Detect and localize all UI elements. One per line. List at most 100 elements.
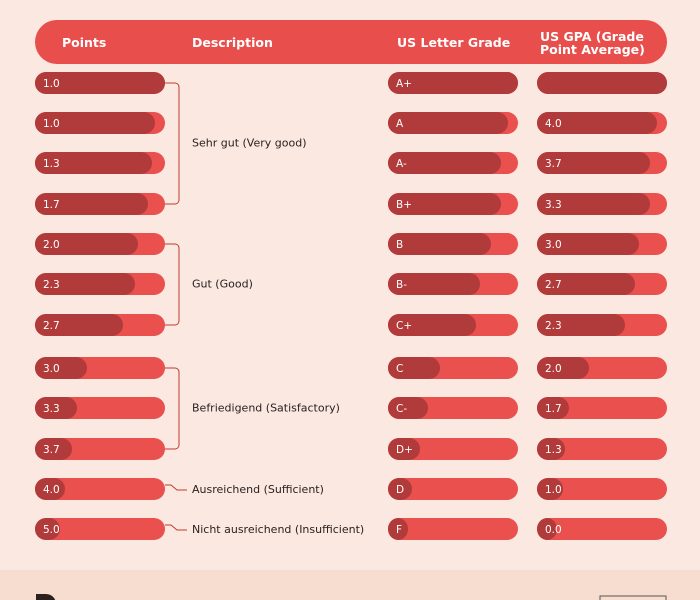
grade-bar-fill	[35, 314, 123, 336]
grade-bar-fill	[388, 314, 476, 336]
grade-bar-fill	[35, 273, 135, 295]
header-bar	[35, 20, 667, 64]
header-description: Description	[192, 35, 273, 50]
grade-value: A+	[396, 78, 412, 90]
grade-value: 5.0	[43, 524, 60, 536]
grade-value: 4.0	[545, 118, 562, 130]
grade-value: 0.0	[545, 524, 562, 536]
connector	[165, 524, 187, 531]
grade-bar-fill	[35, 397, 77, 419]
grade-bar-fill	[35, 112, 155, 134]
grade-value: D	[396, 484, 404, 496]
description: Gut (Good)	[192, 278, 253, 291]
grade-bar-fill	[35, 438, 72, 460]
grade-bar	[537, 438, 667, 460]
grade-bar-fill	[388, 152, 501, 174]
grade-value: B	[396, 239, 403, 251]
grade-bar-fill	[388, 72, 518, 94]
description: Ausreichend (Sufficient)	[192, 483, 324, 496]
grade-value: 3.3	[43, 403, 60, 415]
grade-bar-fill	[537, 438, 565, 460]
grade-value: D+	[396, 444, 413, 456]
header-points: Points	[62, 35, 106, 50]
grade-bar-fill	[537, 478, 563, 500]
grade-value: 1.3	[43, 158, 60, 170]
grade-bar-fill	[388, 273, 480, 295]
grade-value: F	[396, 524, 402, 536]
grade-bar-fill	[388, 233, 491, 255]
connector	[165, 484, 187, 491]
grade-bar-fill	[537, 152, 650, 174]
grade-bar-fill	[537, 112, 657, 134]
grade-bar-fill	[35, 193, 148, 215]
description: Befriedigend (Satisfactory)	[192, 402, 340, 415]
grade-value: C-	[396, 403, 407, 415]
grade-value: B-	[396, 279, 407, 291]
grade-bar	[537, 518, 667, 540]
grade-value: 1.7	[545, 403, 562, 415]
bracket	[165, 367, 180, 450]
grade-bar-fill	[537, 518, 557, 540]
grade-bar-fill	[388, 397, 428, 419]
header-letter: US Letter Grade	[397, 35, 510, 50]
grade-bar	[35, 478, 165, 500]
grade-bar-fill	[537, 357, 589, 379]
footer-band	[0, 570, 700, 600]
grade-value: 1.7	[43, 199, 60, 211]
grade-value: C+	[396, 320, 412, 332]
grade-value: 2.0	[545, 363, 562, 375]
grade-value: 1.0	[43, 118, 60, 130]
grade-value: 1.0	[545, 484, 562, 496]
grade-value: A-	[396, 158, 407, 170]
grade-bar-fill	[388, 112, 508, 134]
description: Sehr gut (Very good)	[192, 137, 306, 150]
bracket	[165, 82, 180, 205]
grade-bar	[388, 518, 518, 540]
grade-value: 2.7	[545, 279, 562, 291]
grade-bar-fill	[35, 518, 60, 540]
bracket	[165, 243, 180, 326]
grade-value: 3.0	[545, 239, 562, 251]
grade-bar-fill	[537, 397, 569, 419]
grade-value: 2.3	[43, 279, 60, 291]
description: Nicht ausreichend (Insufficient)	[192, 523, 364, 536]
grade-value: 2.3	[545, 320, 562, 332]
grade-bar-fill	[388, 478, 412, 500]
footer-logo	[36, 594, 56, 600]
grade-bar-fill	[388, 518, 408, 540]
grade-bar	[537, 478, 667, 500]
grade-value: 1.3	[545, 444, 562, 456]
footer-box	[599, 595, 667, 600]
grade-value: A	[396, 118, 404, 130]
grade-bar	[388, 478, 518, 500]
header-gpa: US GPA (Grade	[540, 29, 644, 44]
grade-value: 3.0	[43, 363, 60, 375]
grade-value: 4.0	[43, 484, 60, 496]
grade-bar-fill	[537, 314, 625, 336]
grade-bar	[537, 397, 667, 419]
header-gpa: Point Average)	[540, 42, 645, 57]
grade-bar-fill	[35, 478, 65, 500]
grade-value: 3.3	[545, 199, 562, 211]
grade-bar-fill	[388, 357, 440, 379]
grade-bar-fill	[35, 72, 165, 94]
grade-value: B+	[396, 199, 412, 211]
grade-bar	[388, 438, 518, 460]
grade-bar	[35, 518, 165, 540]
grade-bar-fill	[537, 233, 639, 255]
grade-value: 3.7	[43, 444, 60, 456]
grade-bar-fill	[537, 273, 635, 295]
grade-bar-fill	[35, 233, 138, 255]
grade-value: 2.0	[43, 239, 60, 251]
grade-bar-fill	[537, 193, 650, 215]
grade-bar-fill	[388, 193, 501, 215]
grade-value: 3.7	[545, 158, 562, 170]
grade-bar-fill	[537, 72, 667, 94]
grade-value: C	[396, 363, 403, 375]
grade-bar-fill	[388, 438, 420, 460]
grade-bar-fill	[35, 152, 152, 174]
grade-value: 1.0	[43, 78, 60, 90]
grade-value: 2.7	[43, 320, 60, 332]
grade-bar-fill	[35, 357, 87, 379]
